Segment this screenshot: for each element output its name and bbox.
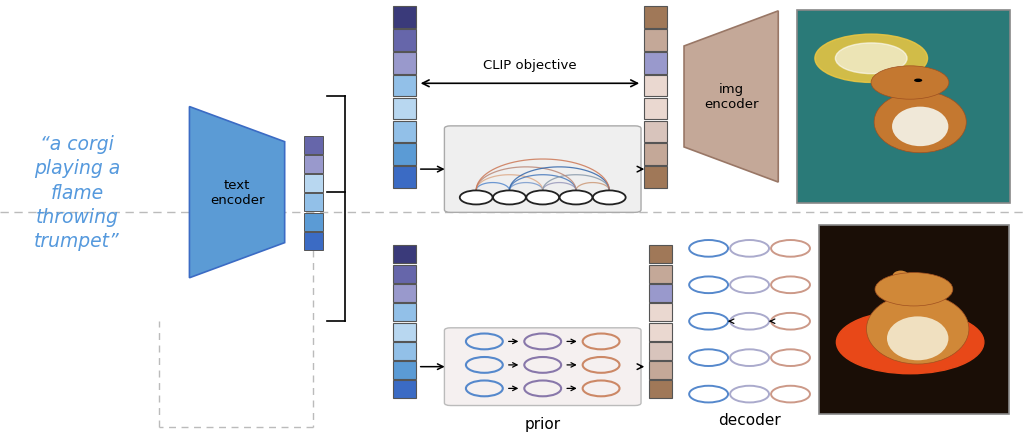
Bar [303,136,324,154]
Bar [644,30,667,52]
Bar [393,121,416,143]
Bar [797,11,1010,204]
Circle shape [494,191,526,205]
Text: text
encoder: text encoder [210,179,264,207]
Bar [303,194,324,212]
Text: decoder: decoder [718,412,781,427]
Circle shape [526,191,559,205]
Polygon shape [684,12,778,183]
Bar [393,246,416,264]
Bar [393,265,416,283]
Bar [393,361,416,379]
Bar [393,76,416,97]
Bar [649,342,672,360]
Bar [393,304,416,321]
FancyBboxPatch shape [444,328,641,406]
Bar [393,323,416,341]
Bar [644,99,667,120]
Bar [644,76,667,97]
Ellipse shape [893,271,909,282]
Bar [393,144,416,166]
Text: img
encoder: img encoder [703,83,759,111]
Bar [644,144,667,166]
Circle shape [837,311,984,374]
Bar [649,246,672,264]
Bar [649,304,672,321]
Bar [393,53,416,74]
Ellipse shape [874,92,967,153]
Circle shape [460,191,493,205]
Bar [303,233,324,251]
Polygon shape [189,107,285,278]
Bar [644,121,667,143]
Circle shape [874,273,953,306]
Bar [303,175,324,193]
Text: prior: prior [524,416,561,431]
Bar [644,167,667,188]
Circle shape [593,191,626,205]
Text: CLIP objective: CLIP objective [483,59,577,72]
Bar [393,284,416,302]
Circle shape [559,191,592,205]
Text: “a corgi
playing a
flame
throwing
trumpet”: “a corgi playing a flame throwing trumpe… [34,135,120,251]
Circle shape [871,67,949,100]
Bar [393,381,416,399]
Bar [393,30,416,52]
Bar [393,167,416,188]
Circle shape [815,35,928,83]
Circle shape [836,44,907,74]
Ellipse shape [892,107,948,147]
Ellipse shape [887,317,948,360]
Bar [393,99,416,120]
Bar [303,155,324,173]
FancyBboxPatch shape [444,127,641,213]
Bar [393,342,416,360]
Bar [819,226,1009,414]
Bar [649,284,672,302]
Bar [649,265,672,283]
Bar [649,361,672,379]
Bar [649,381,672,399]
Bar [644,53,667,74]
Bar [303,213,324,231]
Ellipse shape [866,294,969,364]
Bar [393,7,416,29]
Bar [649,323,672,341]
Circle shape [914,79,923,83]
Ellipse shape [878,73,897,85]
Bar [644,7,667,29]
